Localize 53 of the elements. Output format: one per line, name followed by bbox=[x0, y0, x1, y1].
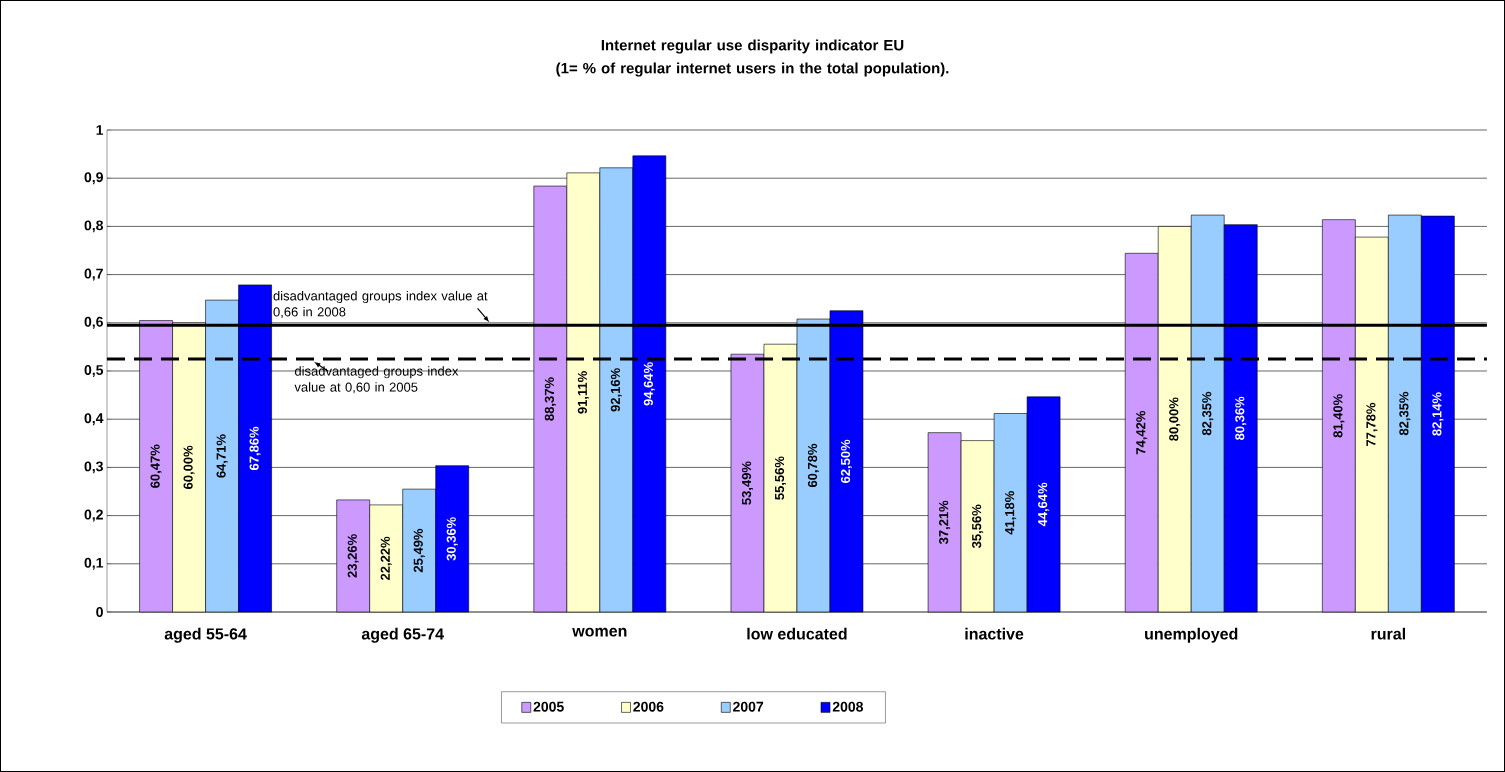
data-label: 92,16% bbox=[610, 368, 622, 412]
data-label: 44,64% bbox=[1038, 482, 1050, 527]
y-tick-label: 0,9 bbox=[84, 172, 103, 185]
data-label: 82,35% bbox=[1202, 391, 1214, 436]
x-tick-label: inactive bbox=[965, 627, 1024, 640]
legend-label: 2008 bbox=[832, 701, 864, 712]
x-tick-label: women bbox=[572, 627, 627, 637]
data-label: 88,37% bbox=[544, 377, 556, 421]
data-label: 64,71% bbox=[216, 434, 228, 478]
legend-label: 2007 bbox=[733, 701, 764, 712]
data-label: 80,00% bbox=[1169, 397, 1181, 441]
data-label: 81,40% bbox=[1333, 394, 1345, 438]
data-label: 37,21% bbox=[939, 500, 951, 545]
data-label: 82,35% bbox=[1399, 391, 1411, 436]
ref-line-label: disadvantaged groups index value at 0,66 in 2008 bbox=[273, 290, 488, 319]
data-label: 91,11% bbox=[577, 371, 589, 414]
ref-line-label: disadvantaged groups index value at 0,60 in 2005 bbox=[294, 366, 459, 394]
data-label: 77,78% bbox=[1366, 402, 1378, 447]
x-tick-label: unemployed bbox=[1145, 627, 1238, 643]
data-label: 55,56% bbox=[774, 456, 786, 500]
y-tick-label: 0 bbox=[96, 607, 103, 617]
y-tick-label: 0,4 bbox=[84, 413, 104, 426]
data-label: 23,26% bbox=[347, 534, 359, 578]
chart-title: Internet regular use disparity indicator EU (1= % of regular internet users in the total population). bbox=[556, 39, 949, 77]
x-tick-label: rural bbox=[1371, 627, 1405, 640]
y-tick-label: 0,6 bbox=[84, 316, 103, 329]
y-tick-label: 0,3 bbox=[84, 461, 103, 474]
data-label: 62,50% bbox=[840, 439, 852, 483]
y-tick-label: 0,5 bbox=[84, 365, 104, 377]
data-label: 60,78% bbox=[807, 443, 819, 488]
data-label: 74,42% bbox=[1136, 410, 1148, 455]
data-label: 60,00% bbox=[183, 445, 195, 489]
data-label: 35,56% bbox=[972, 504, 984, 549]
data-label: 22,22% bbox=[380, 536, 392, 581]
data-label: 53,49% bbox=[741, 461, 753, 505]
data-label: 82,14% bbox=[1432, 392, 1444, 436]
y-tick-label: 0,8 bbox=[84, 220, 104, 233]
legend-label: 2006 bbox=[633, 701, 664, 712]
data-label: 25,49% bbox=[413, 528, 425, 573]
y-tick-label: 1 bbox=[96, 125, 104, 135]
y-tick-label: 0,1 bbox=[84, 557, 104, 570]
data-label: 94,64% bbox=[643, 362, 655, 406]
x-tick-label: low educated bbox=[747, 627, 847, 640]
data-label: 80,36% bbox=[1235, 396, 1247, 440]
legend-label: 2005 bbox=[533, 701, 564, 712]
y-tick-label: 0,7 bbox=[84, 268, 103, 281]
x-tick-label: aged 55-64 bbox=[164, 627, 247, 643]
data-label: 60,47% bbox=[150, 444, 162, 488]
data-label: 41,18% bbox=[1005, 491, 1017, 535]
data-label: 67,86% bbox=[249, 426, 261, 471]
x-tick-label: aged 65-74 bbox=[361, 627, 444, 643]
data-label: 30,36% bbox=[446, 517, 458, 561]
y-tick-label: 0,2 bbox=[84, 509, 103, 522]
